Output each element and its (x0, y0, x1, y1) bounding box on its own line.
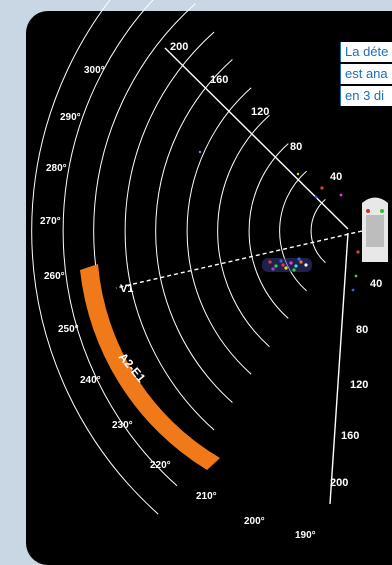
echo-scatter (198, 150, 360, 292)
range-label-lower-40: 40 (370, 278, 382, 290)
range-label-lower-200: 200 (330, 477, 348, 489)
bearing-label-290: 290° (60, 112, 81, 123)
range-label-upper-200: 200 (170, 41, 188, 53)
bearing-label-250: 250° (58, 324, 79, 335)
sector-band (80, 264, 220, 470)
caption-box: La déte est ana en 3 di (340, 42, 392, 108)
boat-icon (362, 197, 388, 262)
range-arc-120 (248, 143, 289, 319)
bearing-label-280: 280° (46, 163, 67, 174)
vector-v1-line (115, 230, 363, 289)
vector-label: V1 (120, 283, 133, 295)
range-label-upper-40: 40 (330, 171, 342, 183)
range-arc-80 (279, 170, 307, 292)
range-arcs (31, 0, 326, 515)
bearing-label-230: 230° (112, 420, 133, 431)
range-arc-400 (31, 0, 159, 515)
caption-line-3: en 3 di (340, 86, 392, 106)
range-arc-200 (186, 87, 252, 375)
range-label-lower-160: 160 (341, 430, 359, 442)
bearing-label-260: 260° (44, 271, 65, 282)
bearing-label-200: 200° (244, 516, 265, 527)
bearing-label-220: 220° (150, 460, 171, 471)
echo-cluster-main (262, 257, 312, 272)
bearing-label-210: 210° (196, 491, 217, 502)
caption-line-1: La déte (340, 42, 392, 62)
bearing-label-300: 300° (84, 65, 105, 76)
bearing-label-190: 190° (295, 530, 316, 541)
range-label-upper-80: 80 (290, 141, 302, 153)
range-label-upper-160: 160 (210, 74, 228, 86)
range-label-upper-120: 120 (251, 106, 269, 118)
sector-edge-lower (329, 232, 349, 505)
range-arc-240 (155, 59, 233, 403)
range-label-lower-120: 120 (350, 379, 368, 391)
range-label-lower-80: 80 (356, 324, 368, 336)
range-arc-280 (124, 31, 215, 431)
bearing-label-240: 240° (80, 375, 101, 386)
sector-edge-upper (164, 47, 349, 230)
range-arc-160 (217, 114, 270, 348)
caption-line-2: est ana (340, 64, 392, 84)
range-arc-40 (310, 199, 326, 263)
bearing-label-270: 270° (40, 216, 61, 227)
range-arc-360 (62, 0, 178, 487)
